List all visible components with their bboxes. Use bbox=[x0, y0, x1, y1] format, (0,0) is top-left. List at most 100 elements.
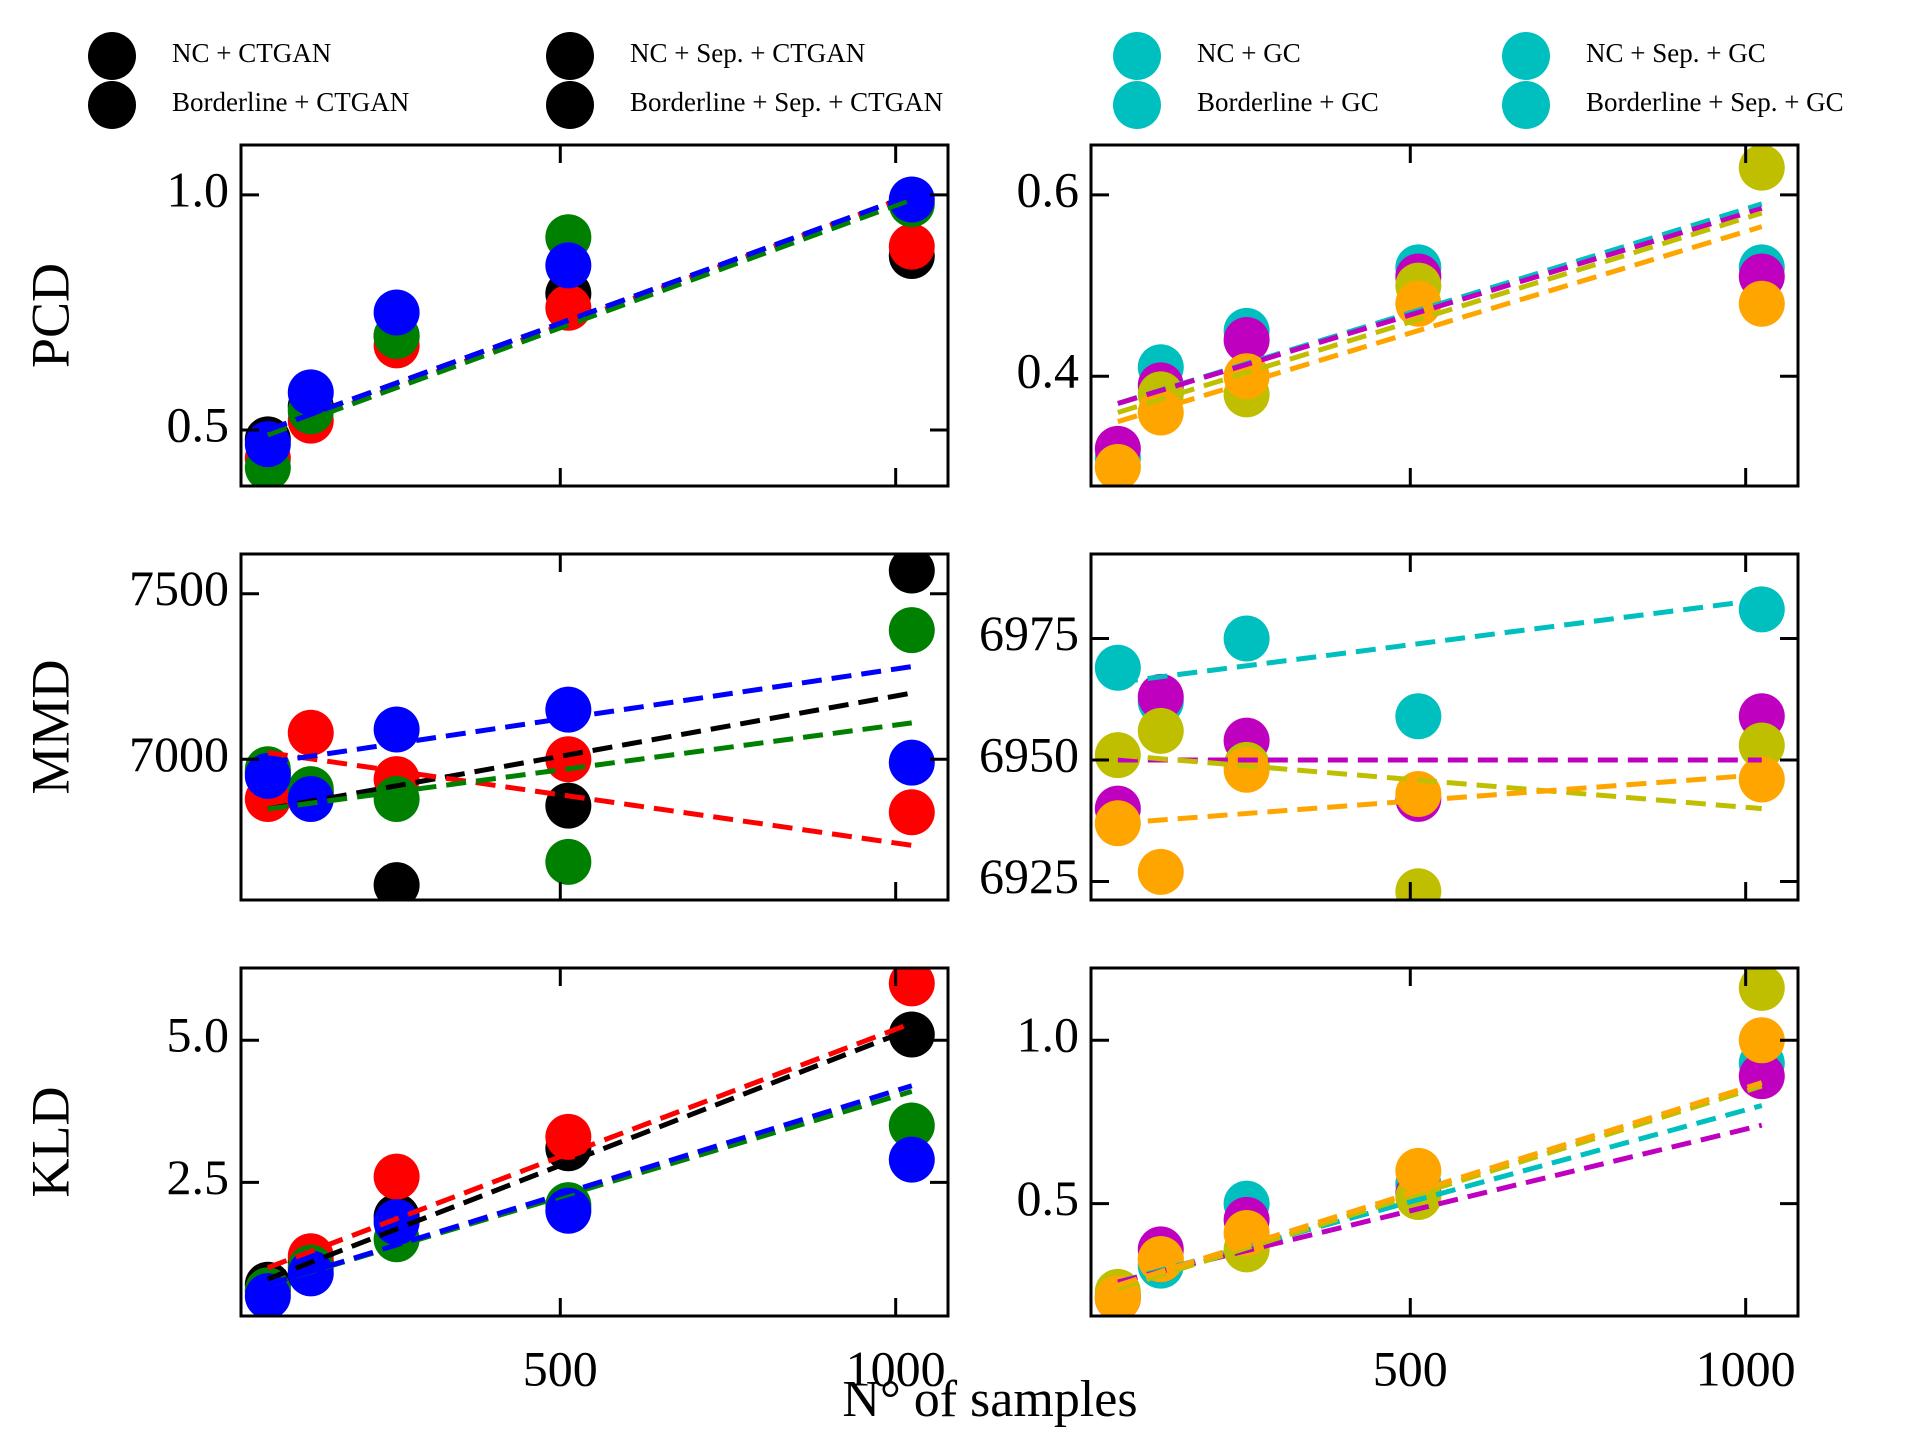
data-point bbox=[373, 706, 420, 753]
data-point bbox=[1223, 1210, 1270, 1257]
plot-area bbox=[1094, 586, 1785, 900]
data-point bbox=[888, 176, 935, 223]
legend-marker bbox=[1502, 81, 1550, 129]
panel: 2.5 5.0 500 1000 KLD bbox=[20, 966, 950, 1396]
trend-line bbox=[267, 750, 913, 848]
data-point bbox=[545, 1113, 592, 1160]
data-point bbox=[1738, 280, 1785, 327]
y-tick-label: 0.5 bbox=[167, 396, 230, 452]
data-point bbox=[1395, 1147, 1442, 1194]
data-point bbox=[244, 752, 291, 799]
data-point bbox=[1738, 586, 1785, 633]
data-point bbox=[545, 838, 592, 885]
data-point bbox=[888, 1011, 935, 1058]
x-tick-label: 1000 bbox=[1696, 1340, 1796, 1396]
y-tick-label: 6950 bbox=[979, 727, 1079, 783]
data-point bbox=[287, 369, 334, 416]
legend-marker bbox=[1502, 32, 1550, 80]
panel: 0.5 1.0 PCD bbox=[20, 143, 950, 488]
trend-line bbox=[1117, 206, 1763, 406]
data-point bbox=[1137, 707, 1184, 754]
trend-line bbox=[1117, 210, 1763, 415]
data-point bbox=[1137, 848, 1184, 895]
trend-line bbox=[266, 1026, 913, 1282]
legend-label: Borderline + Sep. + CTGAN bbox=[630, 87, 943, 117]
legend-label: NC + GC bbox=[1197, 38, 1301, 68]
data-point bbox=[1137, 1236, 1184, 1283]
data-point bbox=[888, 739, 935, 786]
trend-line bbox=[1117, 1122, 1763, 1285]
plot-area bbox=[1094, 145, 1785, 486]
y-tick-label: 7500 bbox=[129, 560, 229, 616]
y-tick-label: 5.0 bbox=[167, 1007, 230, 1063]
data-point bbox=[373, 1153, 420, 1200]
data-point bbox=[1395, 868, 1442, 900]
trend-line bbox=[1117, 772, 1762, 826]
data-point bbox=[1223, 746, 1270, 793]
y-tick-label: 1.0 bbox=[1017, 1007, 1080, 1063]
trend-line bbox=[267, 664, 913, 766]
trend-line bbox=[266, 1020, 913, 1271]
data-point bbox=[888, 1136, 935, 1183]
legend-label: NC + Sep. + CTGAN bbox=[630, 38, 865, 68]
y-tick-label: 1.0 bbox=[167, 161, 230, 217]
data-point bbox=[1223, 615, 1270, 662]
x-axis-label: N° of samples bbox=[842, 1371, 1137, 1428]
data-point bbox=[1738, 722, 1785, 769]
legend-marker bbox=[88, 81, 136, 129]
y-tick-label: 0.6 bbox=[1017, 161, 1080, 217]
x-tick-label: 500 bbox=[1373, 1340, 1448, 1396]
legend-marker bbox=[546, 32, 594, 80]
data-point bbox=[888, 223, 935, 270]
axes-frame bbox=[239, 552, 950, 902]
legend-label: NC + Sep. + GC bbox=[1586, 38, 1766, 68]
legend-label: Borderline + GC bbox=[1197, 87, 1379, 117]
trend-line bbox=[267, 690, 913, 812]
data-point bbox=[545, 782, 592, 829]
trend-line bbox=[1117, 1083, 1763, 1291]
trend-line bbox=[1117, 1080, 1763, 1288]
data-point bbox=[1738, 968, 1785, 1011]
axes-frame bbox=[1089, 552, 1800, 902]
trend-line bbox=[267, 720, 913, 812]
x-tick-label: 500 bbox=[523, 1340, 598, 1396]
y-tick-label: 2.5 bbox=[167, 1149, 230, 1205]
y-axis-label: KLD bbox=[20, 1087, 80, 1198]
axes-frame bbox=[1089, 966, 1800, 1318]
data-point bbox=[888, 789, 935, 836]
y-tick-label: 6925 bbox=[979, 848, 1079, 904]
legend-marker bbox=[1113, 32, 1161, 80]
data-point bbox=[888, 607, 935, 654]
data-point bbox=[545, 736, 592, 783]
plot-area bbox=[244, 968, 935, 1316]
panel: 7000 7500 MMD bbox=[20, 552, 950, 902]
legend-label: Borderline + Sep. + GC bbox=[1586, 87, 1844, 117]
data-point bbox=[373, 776, 420, 823]
data-point bbox=[1395, 693, 1442, 740]
trend-line bbox=[267, 1083, 913, 1288]
data-point bbox=[1738, 756, 1785, 803]
data-point bbox=[373, 289, 420, 336]
data-point bbox=[1738, 145, 1785, 191]
y-axis-label: MMD bbox=[20, 659, 80, 794]
data-point bbox=[545, 686, 592, 733]
plot-area bbox=[244, 554, 935, 900]
legend-label: NC + CTGAN bbox=[172, 38, 331, 68]
axes-frame bbox=[239, 966, 950, 1318]
data-point bbox=[1223, 316, 1270, 363]
trend-line bbox=[1117, 597, 1763, 685]
x-tick-label: 1000 bbox=[846, 1340, 946, 1396]
legend-label: Borderline + CTGAN bbox=[172, 87, 409, 117]
legend-marker bbox=[1113, 81, 1161, 129]
data-point bbox=[888, 1102, 935, 1149]
data-point bbox=[1094, 443, 1141, 486]
trend-line bbox=[266, 192, 913, 433]
data-point bbox=[888, 554, 935, 594]
panel: 6925 6950 6975 bbox=[979, 552, 1800, 904]
data-point bbox=[1094, 644, 1141, 691]
y-tick-label: 0.4 bbox=[1017, 343, 1080, 399]
data-point bbox=[888, 968, 935, 1007]
y-tick-label: 7000 bbox=[129, 726, 229, 782]
plot-area bbox=[244, 176, 935, 486]
